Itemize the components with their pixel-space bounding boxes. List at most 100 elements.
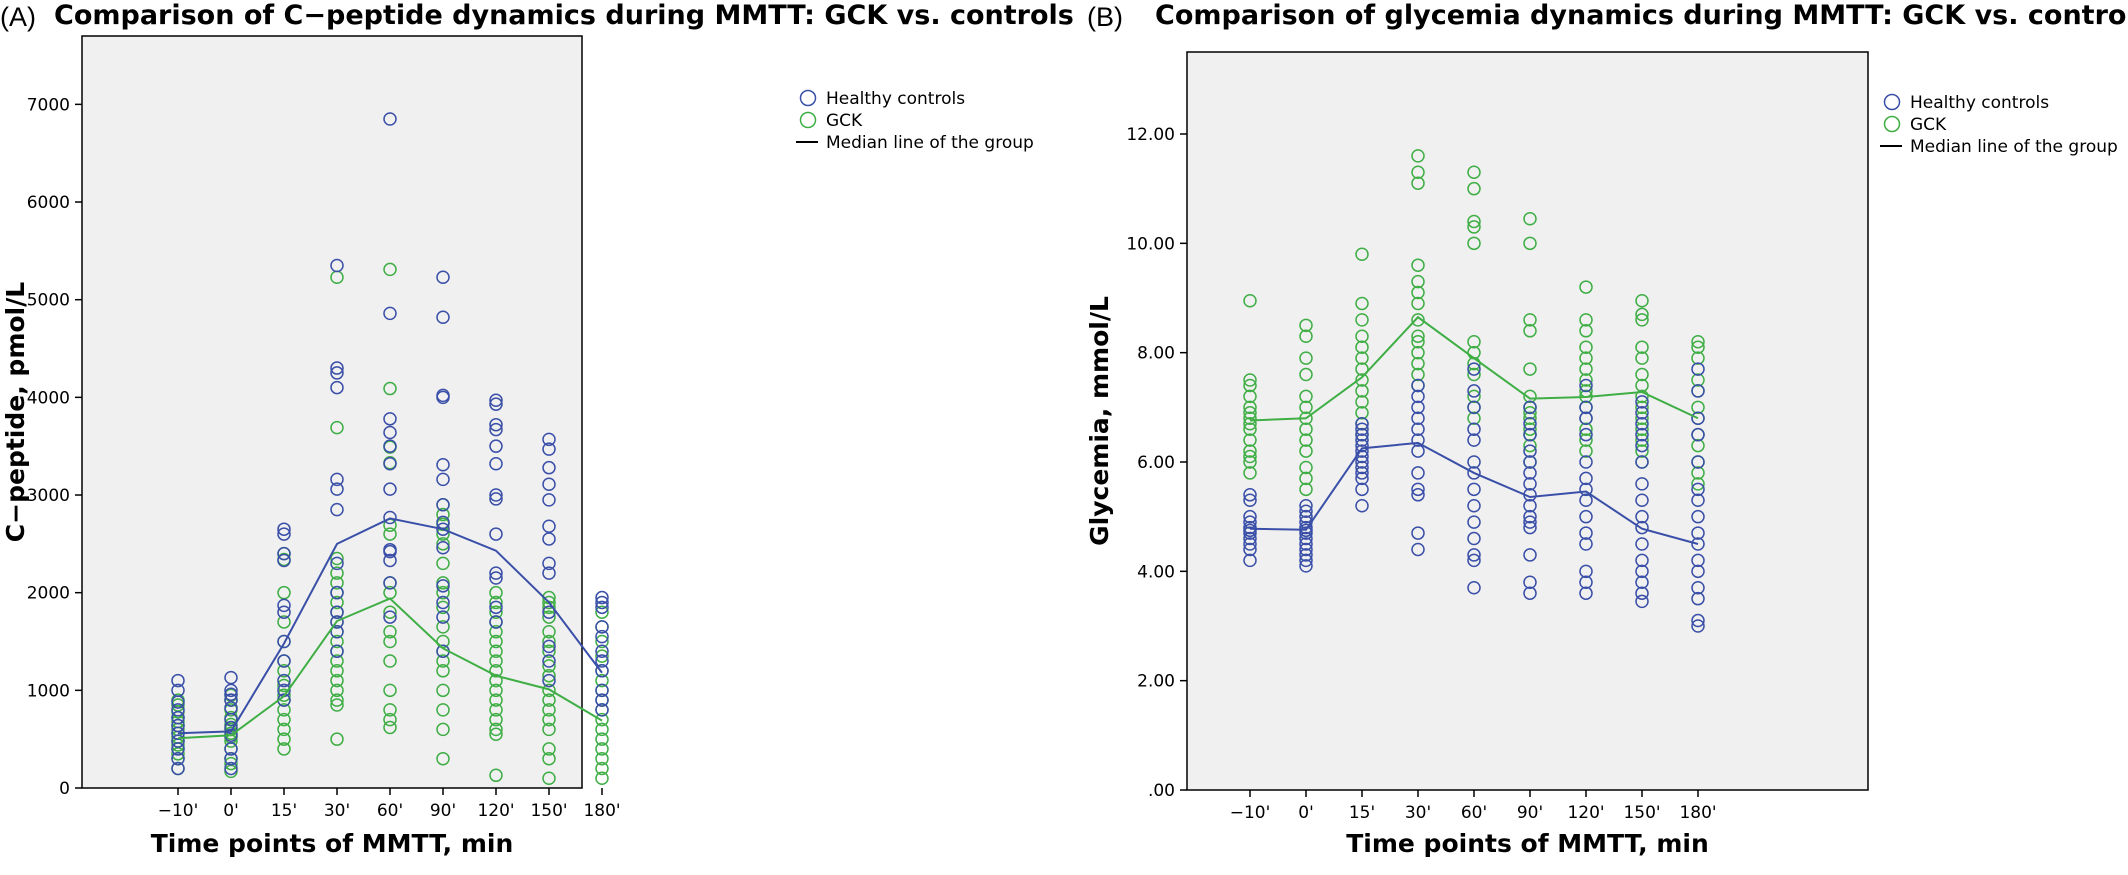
- healthy-controls-point: [489, 439, 503, 453]
- y-tick-label: 8.00: [1137, 344, 1175, 364]
- healthy-controls-point: [171, 710, 185, 725]
- healthy-controls-point: [383, 544, 397, 559]
- healthy-controls-point: [330, 380, 344, 395]
- gck-point: [1299, 400, 1313, 415]
- gck-point: [436, 664, 450, 678]
- panel-b: (B) Comparison of glycemia dynamics durin…: [1085, 0, 2128, 858]
- healthy-controls-point: [1299, 537, 1313, 551]
- gck-point: [1355, 329, 1369, 344]
- healthy-controls-point: [277, 546, 291, 561]
- healthy-controls-point: [1691, 613, 1705, 628]
- gck-point: [277, 712, 291, 727]
- x-tick-label: 90': [430, 801, 456, 821]
- gck-median-line: [1249, 315, 1699, 422]
- healthy-controls-point: [595, 620, 609, 634]
- healthy-controls-point: [595, 590, 609, 605]
- gck-point: [330, 595, 344, 610]
- healthy-controls-point: [330, 361, 344, 375]
- gck-point: [489, 703, 503, 717]
- healthy-controls-point: [1467, 553, 1481, 568]
- x-axis-label: Time points of MMTT, min: [1346, 829, 1709, 858]
- gck-point: [1523, 211, 1537, 226]
- healthy-controls-point: [1467, 466, 1481, 480]
- y-tick-label: 2000: [27, 584, 70, 604]
- legend-marker-gck: [1883, 115, 1901, 133]
- gck-point: [542, 742, 556, 756]
- gck-point: [1243, 373, 1257, 387]
- gck-point: [436, 585, 450, 600]
- x-tick-label: −10': [1230, 803, 1271, 823]
- gck-point: [277, 742, 291, 756]
- gck-point: [489, 722, 503, 737]
- gck-point: [542, 683, 556, 698]
- gck-point: [330, 673, 344, 688]
- healthy-controls-point: [489, 422, 503, 437]
- healthy-controls-point: [277, 634, 291, 649]
- gck-point: [1243, 406, 1257, 420]
- healthy-controls-point: [1579, 400, 1593, 415]
- healthy-controls-point: [489, 492, 503, 506]
- gck-point: [542, 771, 556, 785]
- healthy-controls-point: [1243, 553, 1257, 568]
- healthy-controls-point: [1355, 498, 1369, 513]
- healthy-controls-point: [1523, 509, 1537, 524]
- gck-point: [489, 683, 503, 698]
- healthy-controls-point: [1467, 548, 1481, 562]
- plot-area: [81, 35, 583, 789]
- healthy-controls-point: [1467, 433, 1481, 447]
- healthy-controls-point: [1691, 384, 1705, 398]
- healthy-controls-point: [1411, 411, 1425, 426]
- gck-point: [1523, 389, 1537, 404]
- gck-point: [1635, 433, 1649, 447]
- gck-point: [595, 722, 609, 737]
- healthy-controls-point: [1635, 477, 1649, 491]
- gck-point: [1579, 324, 1593, 338]
- gck-point: [489, 654, 503, 668]
- gck-point: [383, 712, 397, 727]
- healthy-controls-point: [1635, 427, 1649, 442]
- gck-point: [277, 678, 291, 693]
- gck-point: [542, 634, 556, 649]
- healthy-controls-point: [1691, 591, 1705, 606]
- healthy-controls-point: [595, 600, 609, 615]
- gck-point: [1299, 444, 1313, 458]
- healthy-controls-point: [1691, 427, 1705, 442]
- x-tick-label: −10': [158, 801, 199, 821]
- healthy-controls-point: [1411, 482, 1425, 497]
- healthy-controls-point: [1355, 482, 1369, 497]
- legend-marker-gck: [799, 111, 817, 129]
- y-tick-label: 12.00: [1126, 125, 1175, 145]
- healthy-controls-point: [171, 751, 185, 766]
- chart-title: Comparison of glycemia dynamics during M…: [1155, 0, 2128, 31]
- gck-point: [1355, 351, 1369, 365]
- gck-point: [542, 644, 556, 659]
- gck-point: [1579, 313, 1593, 327]
- gck-point: [1411, 329, 1425, 344]
- gck-point: [1523, 313, 1537, 327]
- gck-point: [1355, 247, 1369, 262]
- gck-point: [1635, 307, 1649, 322]
- gck-point: [1411, 285, 1425, 300]
- healthy-controls-point: [330, 615, 344, 629]
- gck-point: [489, 768, 503, 783]
- gck-point: [1411, 274, 1425, 289]
- gck-point: [277, 688, 291, 702]
- gck-point: [542, 703, 556, 717]
- gck-point: [1635, 400, 1649, 415]
- gck-point: [383, 381, 397, 396]
- healthy-controls-point: [1467, 515, 1481, 529]
- healthy-controls-point: [1523, 498, 1537, 513]
- x-tick-label: 15': [271, 801, 297, 821]
- gck-point: [489, 693, 503, 707]
- gck-point: [1691, 373, 1705, 387]
- healthy-controls-point: [171, 695, 185, 709]
- healthy-controls-point: [171, 673, 185, 688]
- healthy-controls-point: [1635, 438, 1649, 453]
- panel-label: (B): [1087, 2, 1123, 32]
- gck-point: [1411, 345, 1425, 360]
- healthy-controls-point: [1467, 422, 1481, 436]
- gck-point: [277, 664, 291, 678]
- gck-point: [1467, 334, 1481, 349]
- healthy-controls-point: [436, 498, 450, 512]
- healthy-controls-point: [595, 693, 609, 707]
